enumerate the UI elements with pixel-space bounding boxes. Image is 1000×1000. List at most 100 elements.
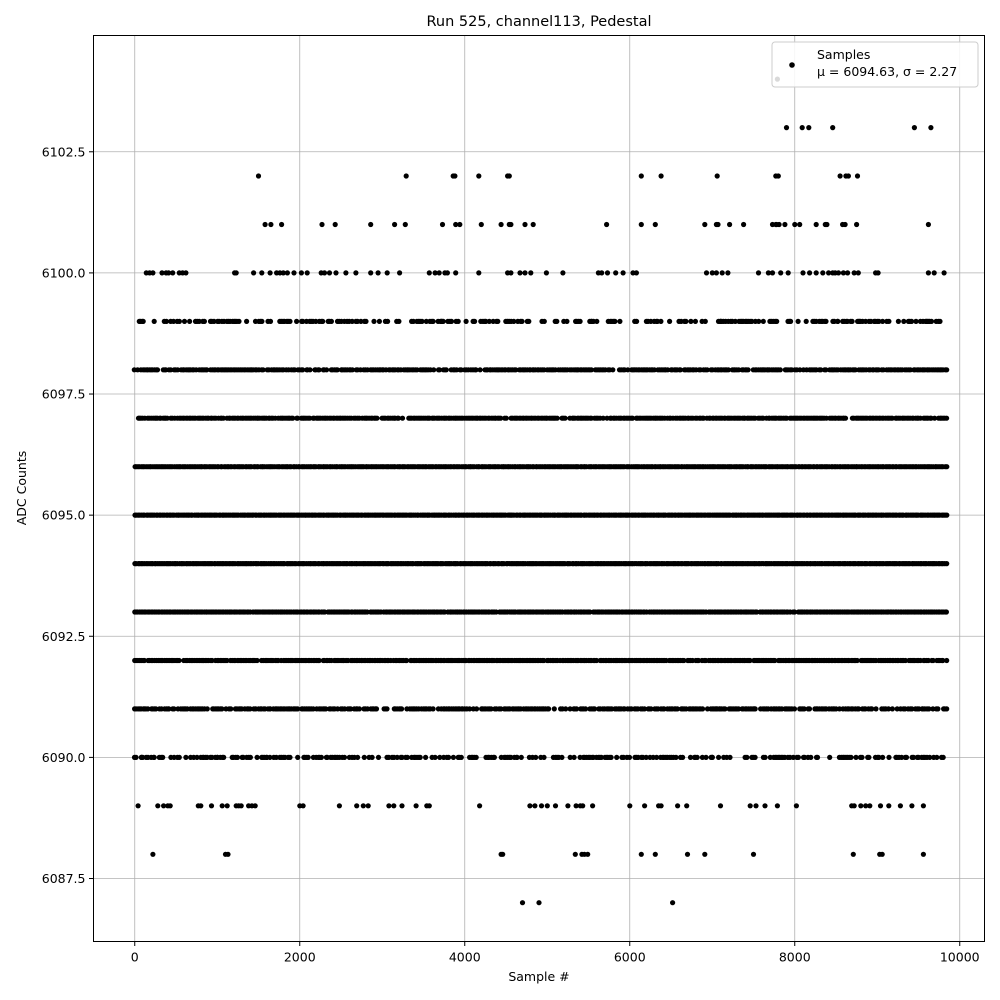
data-point — [384, 706, 390, 712]
data-point — [658, 173, 664, 179]
data-point — [423, 318, 429, 324]
data-point — [316, 367, 322, 373]
data-point — [384, 270, 390, 276]
data-point — [436, 270, 442, 276]
legend: Samples μ = 6094.63, σ = 2.27 — [771, 41, 979, 88]
data-point — [755, 270, 762, 276]
data-point — [151, 318, 157, 324]
data-point — [155, 803, 161, 809]
data-point — [944, 561, 950, 567]
data-point — [765, 270, 772, 276]
data-point — [840, 270, 847, 276]
data-point — [300, 803, 306, 809]
data-point — [355, 754, 361, 761]
data-point — [849, 318, 855, 324]
data-point — [300, 318, 306, 324]
data-point — [385, 318, 391, 324]
data-point — [572, 851, 578, 857]
data-point — [855, 270, 861, 276]
data-point — [608, 754, 614, 761]
data-point — [604, 270, 611, 276]
data-point — [944, 706, 950, 712]
data-point — [541, 754, 547, 761]
data-point — [851, 803, 857, 809]
plot-frame — [93, 35, 985, 942]
data-point — [827, 754, 833, 761]
data-point — [744, 754, 750, 761]
data-point — [194, 754, 200, 761]
data-point — [236, 318, 242, 324]
data-point — [503, 415, 509, 421]
data-point — [560, 270, 566, 276]
data-point — [944, 367, 950, 373]
data-point — [452, 173, 458, 179]
data-point — [930, 657, 936, 664]
data-point — [633, 270, 640, 276]
data-point — [430, 706, 436, 712]
data-point — [279, 221, 285, 228]
data-point — [717, 318, 724, 324]
data-point — [160, 754, 166, 761]
legend-box — [771, 41, 979, 88]
data-point — [183, 754, 189, 761]
data-point — [319, 221, 325, 228]
data-point — [859, 754, 865, 761]
data-point — [166, 706, 172, 712]
data-point — [187, 318, 193, 324]
data-point — [854, 221, 860, 228]
data-point — [361, 754, 367, 761]
data-point — [688, 318, 694, 324]
data-point — [598, 754, 605, 761]
data-point — [391, 803, 397, 809]
data-point — [204, 367, 210, 373]
data-point — [856, 706, 862, 712]
data-point — [903, 754, 910, 761]
data-point — [803, 318, 809, 324]
data-point — [375, 754, 382, 761]
data-point — [498, 221, 504, 228]
data-point — [254, 657, 260, 664]
data-point — [204, 706, 210, 712]
data-point — [854, 657, 860, 664]
data-point — [925, 221, 932, 228]
data-point — [774, 803, 781, 809]
data-point — [267, 270, 273, 276]
data-point — [287, 754, 293, 761]
data-point — [368, 221, 374, 228]
data-point — [944, 657, 950, 664]
x-tick-label: 2000 — [284, 950, 316, 965]
data-point — [536, 900, 542, 906]
data-point — [658, 318, 664, 324]
data-point — [318, 754, 324, 761]
data-point — [725, 367, 732, 373]
data-point — [399, 754, 405, 761]
data-point — [751, 706, 757, 712]
data-point — [284, 270, 290, 276]
data-point — [736, 706, 742, 712]
y-tick-label: 6102.5 — [42, 144, 86, 159]
data-point — [600, 415, 606, 421]
data-point — [909, 706, 915, 712]
data-point — [613, 270, 619, 276]
data-point — [399, 803, 405, 809]
data-point — [251, 270, 257, 276]
data-point — [594, 318, 600, 324]
data-point — [176, 754, 182, 761]
data-point — [625, 367, 631, 373]
data-point — [638, 173, 644, 179]
data-point — [795, 754, 802, 761]
data-point — [233, 270, 239, 276]
data-point — [432, 754, 438, 761]
data-point — [365, 803, 371, 809]
data-point — [150, 851, 156, 857]
data-point — [845, 270, 851, 276]
data-point — [167, 803, 173, 809]
data-point — [443, 367, 449, 373]
data-point — [674, 706, 681, 712]
data-point — [333, 270, 339, 276]
data-point — [295, 754, 301, 761]
data-point — [166, 270, 172, 276]
data-point — [727, 221, 733, 228]
data-point — [911, 125, 918, 131]
data-point — [795, 318, 801, 324]
